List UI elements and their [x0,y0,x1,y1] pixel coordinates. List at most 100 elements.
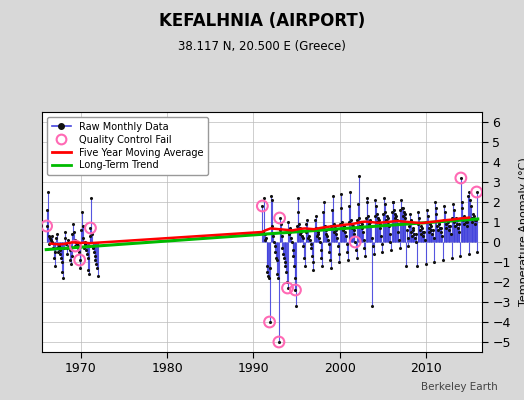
Point [308,253,316,259]
Point [48,233,57,239]
Point [79,223,87,229]
Point [398,205,407,211]
Point [390,207,398,213]
Point [89,243,97,249]
Point [274,275,282,281]
Point [52,235,60,241]
Point [409,227,418,233]
Point [69,221,78,227]
Text: 38.117 N, 20.500 E (Greece): 38.117 N, 20.500 E (Greece) [178,40,346,53]
Point [365,217,374,223]
Point [352,247,360,253]
Point [438,233,446,239]
Point [326,257,334,263]
Point [293,223,301,229]
Point [468,219,476,225]
Point [82,247,90,253]
Point [456,253,464,259]
Point [336,205,345,211]
Point [353,217,362,223]
Point [408,233,416,239]
Point [387,247,395,253]
Point [472,217,480,223]
Point [454,221,463,227]
Point [53,245,62,251]
Point [462,223,471,229]
Point [368,235,377,241]
Point [291,287,300,293]
Point [443,217,451,223]
Point [462,219,470,225]
Point [74,243,82,249]
Point [78,209,86,215]
Point [378,241,386,247]
Point [323,233,331,239]
Point [343,249,352,255]
Point [420,229,429,235]
Point [49,245,57,251]
Point [392,217,401,223]
Point [54,243,63,249]
Point [259,229,267,235]
Point [60,245,68,251]
Point [431,205,440,211]
Point [373,219,381,225]
Point [316,247,325,253]
Point [383,213,391,219]
Point [268,197,277,203]
Point [349,223,357,229]
Point [398,205,406,211]
Point [429,227,437,233]
Point [62,251,71,257]
Point [56,247,64,253]
Point [467,215,476,221]
Point [313,229,322,235]
Point [363,199,371,205]
Point [47,237,55,243]
Point [324,241,333,247]
Point [397,197,406,203]
Point [459,217,467,223]
Point [401,215,410,221]
Point [75,257,84,263]
Point [445,227,454,233]
Point [258,203,267,209]
Point [444,223,453,229]
Point [58,269,67,275]
Point [439,257,447,263]
Point [275,339,283,345]
Point [90,249,99,255]
Point [301,229,310,235]
Point [417,223,425,229]
Point [54,249,62,255]
Point [52,231,61,237]
Point [335,259,344,265]
Point [334,243,342,249]
Point [409,225,417,231]
Point [406,211,414,217]
Point [386,239,395,245]
Point [416,227,424,233]
Point [324,237,332,243]
Point [265,319,274,325]
Point [303,227,312,233]
Point [64,237,72,243]
Point [336,221,344,227]
Point [278,245,287,251]
Point [340,223,348,229]
Point [48,239,56,245]
Point [356,223,364,229]
Point [473,189,481,195]
Point [283,285,292,291]
Point [424,225,433,231]
Point [87,195,95,201]
Point [415,215,423,221]
Point [384,215,392,221]
Point [63,245,72,251]
Point [381,209,389,215]
Point [347,225,356,231]
Point [339,227,347,233]
Point [357,219,365,225]
Point [72,239,80,245]
Point [413,263,421,269]
